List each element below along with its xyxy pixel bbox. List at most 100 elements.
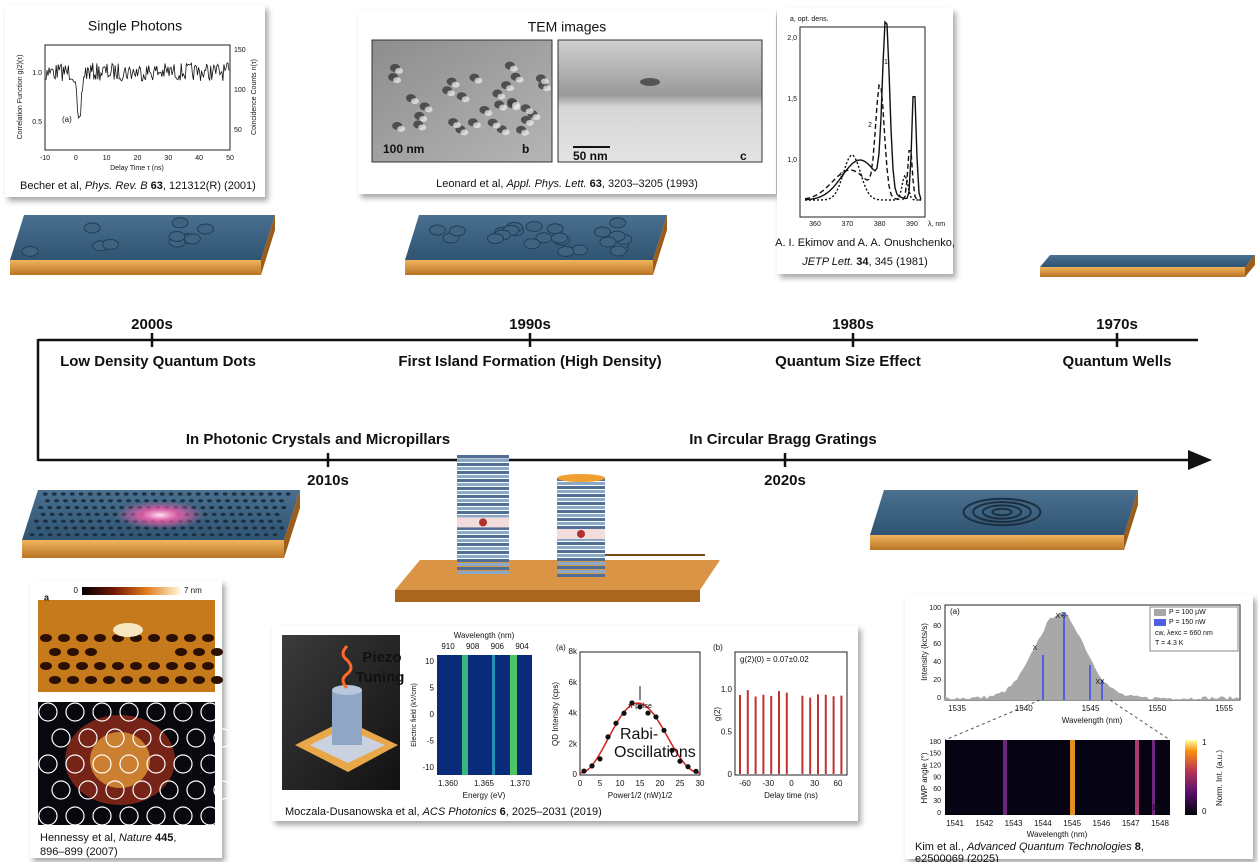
- dbr-layer: [457, 563, 509, 566]
- y-tick-label: 0: [937, 695, 941, 702]
- quantum-dot: [102, 239, 118, 249]
- y2-tick-label: 50: [234, 127, 242, 134]
- inset-box: [777, 8, 953, 274]
- x2-axis-label: Wavelength (nm): [454, 631, 515, 640]
- y-axis-label: Intensity (kcts/s): [920, 623, 929, 681]
- air-hole: [99, 526, 104, 529]
- island-highlight: [393, 77, 401, 83]
- y-tick-label: 0.5: [721, 728, 733, 737]
- x-tick-label: 1541: [946, 819, 964, 828]
- figure: 2000sLow Density Quantum Dots1990sFirst …: [0, 0, 1258, 862]
- quantum-dot: [449, 226, 465, 236]
- air-hole: [48, 533, 53, 536]
- y-tick-label: 20: [933, 677, 941, 684]
- slab-front: [10, 260, 261, 275]
- air-hole: [101, 506, 106, 509]
- x-tick-label: 0: [578, 779, 583, 788]
- dbr-layer: [557, 566, 605, 569]
- caption: e2500069 (2025): [915, 853, 999, 862]
- quantum-dot: [594, 227, 610, 237]
- x-tick-label: 0: [74, 155, 78, 162]
- quantum-dot: [577, 530, 585, 538]
- timeline-arrow: [1188, 450, 1212, 470]
- slab-front: [870, 535, 1124, 550]
- air-hole: [77, 513, 82, 516]
- air-hole: [81, 499, 86, 502]
- panel-label: (a): [556, 643, 566, 652]
- island-highlight: [395, 68, 403, 74]
- air-hole: [67, 648, 79, 656]
- y-axis-label: HWP angle (°): [920, 752, 929, 803]
- caption-part: Advanced Quantum Technologies: [966, 841, 1132, 853]
- data-point: [693, 769, 698, 774]
- caption-part: ,: [173, 832, 176, 844]
- air-hole: [218, 506, 223, 509]
- air-hole: [68, 513, 73, 516]
- air-hole: [97, 492, 102, 495]
- air-hole: [117, 526, 122, 529]
- dbr-layer: [457, 503, 509, 506]
- micropillar-sample: [395, 455, 720, 602]
- air-hole: [183, 533, 188, 536]
- quantum-dot: [113, 623, 143, 637]
- air-hole: [189, 499, 194, 502]
- air-hole: [211, 648, 223, 656]
- air-hole: [175, 676, 187, 684]
- quantum-dot: [600, 237, 616, 247]
- x-tick-label: 0: [789, 779, 794, 788]
- dbr-layer: [457, 543, 509, 546]
- dbr-layer: [457, 535, 509, 538]
- air-hole: [198, 526, 203, 529]
- slab-front: [22, 540, 284, 558]
- colorbar-label: 7 nm: [184, 586, 202, 595]
- air-hole: [270, 499, 275, 502]
- era-label: 1970s: [1096, 316, 1138, 333]
- x2-tick-label: 906: [491, 642, 505, 651]
- air-hole: [219, 533, 224, 536]
- sample-slab: [405, 215, 667, 275]
- sample-slab: [1040, 255, 1255, 277]
- x-tick-label: 25: [676, 779, 685, 788]
- island: [640, 78, 660, 86]
- y-tick-label: 2,0: [787, 35, 797, 42]
- quantum-dot: [488, 234, 504, 244]
- air-hole: [214, 492, 219, 495]
- island-highlight: [452, 82, 460, 88]
- air-hole: [196, 492, 201, 495]
- caption-part: Nature: [119, 832, 152, 844]
- dbr-layer: [457, 559, 509, 562]
- air-hole: [58, 662, 70, 670]
- air-hole: [61, 520, 66, 523]
- air-hole: [45, 526, 50, 529]
- caption: A. I. Ekimov and A. A. Onushchenko,: [775, 237, 955, 249]
- era-description: Quantum Wells: [1063, 353, 1172, 370]
- y2-tick-label: 100: [234, 87, 246, 94]
- air-hole: [277, 520, 282, 523]
- peak-label: X+/-: [1055, 613, 1069, 620]
- air-hole: [227, 506, 232, 509]
- caption-part: 34: [853, 256, 869, 268]
- platform-front: [395, 590, 700, 602]
- dbr-layer: [557, 554, 605, 557]
- colorbar-label: 0: [1202, 807, 1207, 816]
- air-hole: [56, 506, 61, 509]
- spectral-line: [492, 655, 495, 775]
- air-hole: [243, 499, 248, 502]
- y-tick-label: 80: [933, 623, 941, 630]
- caption: 896–899 (2007): [40, 846, 118, 858]
- air-hole: [250, 492, 255, 495]
- scale-label: 100 nm: [383, 142, 424, 156]
- island-highlight: [543, 85, 551, 91]
- dbr-layer: [557, 574, 605, 577]
- caption-part: ACS Photonics: [422, 806, 497, 818]
- dbr-layer: [457, 539, 509, 542]
- caption-part: 6: [497, 806, 506, 818]
- air-hole: [236, 506, 241, 509]
- x-tick-label: 10: [616, 779, 625, 788]
- dbr-layer: [557, 522, 605, 525]
- air-hole: [216, 499, 221, 502]
- y-tick-label: 180: [929, 739, 941, 746]
- air-hole: [178, 492, 183, 495]
- inset-title: TEM images: [528, 19, 607, 35]
- pillar-cap: [557, 474, 605, 482]
